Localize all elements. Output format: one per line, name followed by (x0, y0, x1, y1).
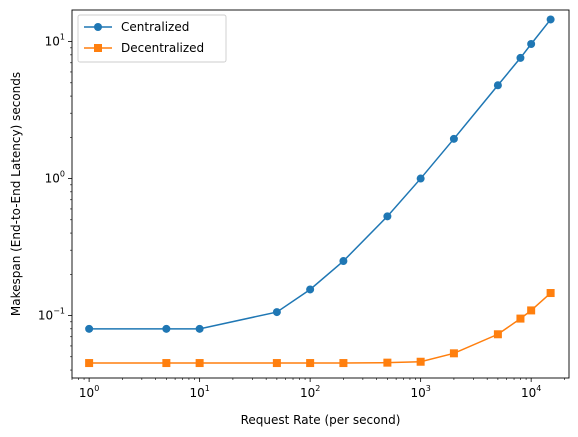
plot-area (72, 10, 569, 378)
x-tick-label-exponent: 1 (205, 384, 210, 393)
series-layer (85, 15, 555, 368)
y-tick-label: 101 (45, 33, 65, 49)
y-tick-label-base: 10 (45, 172, 60, 186)
plot-frame (71, 9, 570, 379)
x-tick-label-exponent: 0 (94, 384, 99, 393)
data-point-decentralized (272, 359, 281, 368)
data-point-centralized (339, 257, 348, 266)
data-point-centralized (527, 39, 536, 48)
y-tick-label-base: 10 (45, 35, 60, 49)
data-point-centralized (416, 174, 425, 183)
x-tick-label-base: 10 (300, 386, 315, 400)
y-tick-label: 100 (45, 170, 65, 186)
legend-marker-centralized (94, 23, 102, 31)
data-point-centralized (493, 81, 502, 90)
x-tick-label-exponent: 3 (426, 384, 431, 393)
data-point-decentralized (449, 349, 458, 358)
x-tick-label-base: 10 (79, 386, 94, 400)
y-tick-label-exponent: 1 (60, 33, 65, 42)
y-tick-label-base: 10 (38, 309, 53, 323)
x-tick-label-exponent: 2 (315, 384, 320, 393)
x-axis-label: Request Rate (per second) (241, 413, 401, 427)
legend-label-centralized: Centralized (121, 20, 189, 34)
data-point-centralized (546, 15, 555, 24)
data-point-decentralized (527, 306, 536, 315)
data-point-centralized (272, 308, 281, 317)
data-point-decentralized (195, 359, 204, 368)
legend-marker-decentralized (94, 44, 102, 52)
x-tick-label-base: 10 (410, 386, 425, 400)
data-point-decentralized (493, 330, 502, 339)
data-point-decentralized (339, 359, 348, 368)
x-tick-label: 103 (410, 384, 430, 400)
legend-frame (77, 14, 227, 63)
legend-label-decentralized: Decentralized (121, 41, 204, 55)
y-tick-label: 10−1 (38, 307, 65, 323)
legend: Centralized Decentralized (77, 14, 227, 63)
x-tick-label: 100 (79, 384, 99, 400)
data-point-centralized (383, 212, 392, 221)
y-tick-label-exponent: −1 (53, 307, 65, 316)
data-point-decentralized (383, 358, 392, 367)
data-point-decentralized (306, 359, 315, 368)
x-tick-label-base: 10 (521, 386, 536, 400)
x-tick-label-base: 10 (189, 386, 204, 400)
x-tick-label: 104 (521, 384, 541, 400)
x-tick-label-exponent: 4 (536, 384, 541, 393)
data-point-centralized (85, 324, 94, 333)
y-axis-label: Makespan (End-to-End Latency) seconds (9, 72, 23, 316)
data-point-centralized (449, 134, 458, 143)
data-point-centralized (162, 324, 171, 333)
data-point-decentralized (416, 357, 425, 366)
y-tick-label-exponent: 0 (60, 170, 65, 179)
data-point-centralized (195, 324, 204, 333)
x-tick-label: 101 (189, 384, 209, 400)
data-point-centralized (516, 53, 525, 62)
data-point-decentralized (85, 359, 94, 368)
data-point-decentralized (162, 359, 171, 368)
data-point-decentralized (546, 289, 555, 298)
data-point-centralized (306, 285, 315, 294)
x-tick-label: 102 (300, 384, 320, 400)
data-point-decentralized (516, 314, 525, 323)
